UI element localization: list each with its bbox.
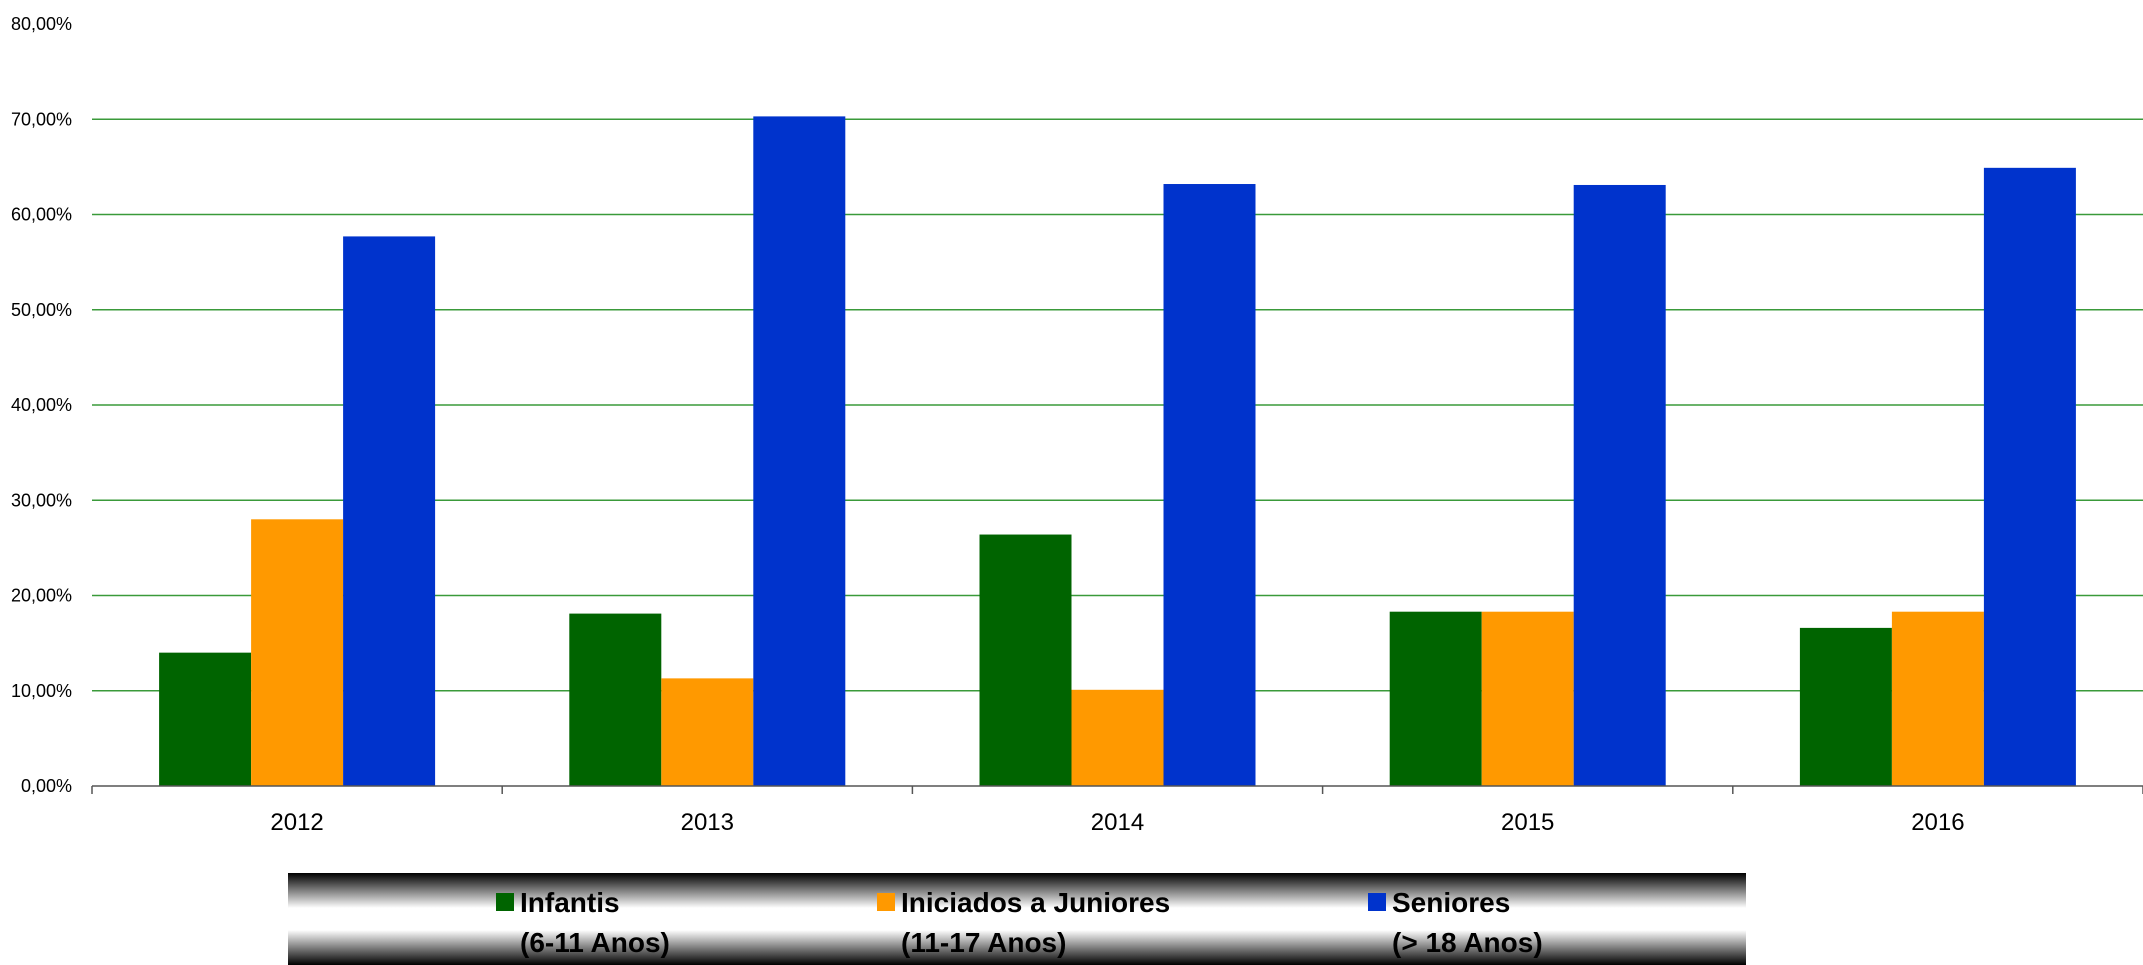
bar-infantis-2016	[1799, 627, 1892, 786]
x-category-label: 2012	[270, 809, 323, 836]
y-tick-label: 0,00%	[21, 776, 72, 796]
y-tick-label: 30,00%	[11, 490, 72, 510]
y-tick-label: 10,00%	[11, 681, 72, 701]
bar-seniores-2014	[1163, 184, 1256, 786]
axes	[91, 785, 2143, 794]
y-tick-label: 50,00%	[11, 300, 72, 320]
bar-iniciados-a-juniores-2014	[1071, 689, 1164, 786]
bar-seniores-2015	[1573, 184, 1666, 786]
bar-infantis-2015	[1389, 611, 1482, 786]
legend-sublabel-infantis: (6-11 Anos)	[520, 927, 670, 958]
legend-label-seniores: Seniores	[1392, 887, 1511, 918]
bar-infantis-2014	[979, 534, 1072, 786]
x-category-label: 2015	[1501, 809, 1554, 836]
legend-item-infantis: Infantis (6-11 Anos)	[496, 883, 670, 963]
legend-label-infantis: Infantis	[520, 887, 620, 918]
bar-infantis-2012	[159, 652, 252, 786]
x-category-label: 2014	[1091, 809, 1144, 836]
bar-chart: 0,00% 10,00% 20,00% 30,00% 40,00% 50,00% 60,00…	[11, 14, 2143, 836]
legend-swatch-iniciados-a-juniores	[877, 893, 895, 911]
bar-seniores-2012	[343, 236, 436, 787]
x-category-label: 2013	[681, 809, 734, 836]
chart-legend: Infantis (6-11 Anos) Iniciados a Juniore…	[288, 873, 1746, 965]
y-axis-tick-labels: 0,00% 10,00% 20,00% 30,00% 40,00% 50,00% 60,00…	[11, 14, 72, 796]
bar-iniciados-a-juniores-2012	[251, 519, 344, 786]
legend-sublabel-seniores: (> 18 Anos)	[1392, 927, 1543, 958]
legend-swatch-seniores	[1368, 893, 1386, 911]
bars	[159, 116, 2076, 787]
bar-iniciados-a-juniores-2013	[661, 678, 754, 786]
bar-seniores-2016	[1983, 167, 2076, 786]
legend-label-iniciados-a-juniores: Iniciados a Juniores	[901, 887, 1171, 918]
bar-infantis-2013	[569, 613, 662, 786]
y-tick-label: 80,00%	[11, 14, 72, 34]
bar-iniciados-a-juniores-2016	[1891, 611, 1984, 786]
y-tick-label: 60,00%	[11, 205, 72, 225]
x-axis-category-labels: 2012 2013 2014 2015 2016	[270, 809, 1964, 836]
legend-item-iniciados-a-juniores: Iniciados a Juniores (11-17 Anos)	[877, 883, 1170, 963]
legend-swatch-infantis	[496, 893, 514, 911]
bar-iniciados-a-juniores-2015	[1481, 611, 1574, 786]
y-tick-label: 70,00%	[11, 109, 72, 129]
legend-item-seniores: Seniores (> 18 Anos)	[1368, 883, 1543, 963]
bar-seniores-2013	[753, 116, 846, 786]
x-category-label: 2016	[1911, 809, 1964, 836]
y-tick-label: 40,00%	[11, 395, 72, 415]
y-tick-label: 20,00%	[11, 586, 72, 606]
legend-sublabel-iniciados-a-juniores: (11-17 Anos)	[901, 927, 1067, 958]
